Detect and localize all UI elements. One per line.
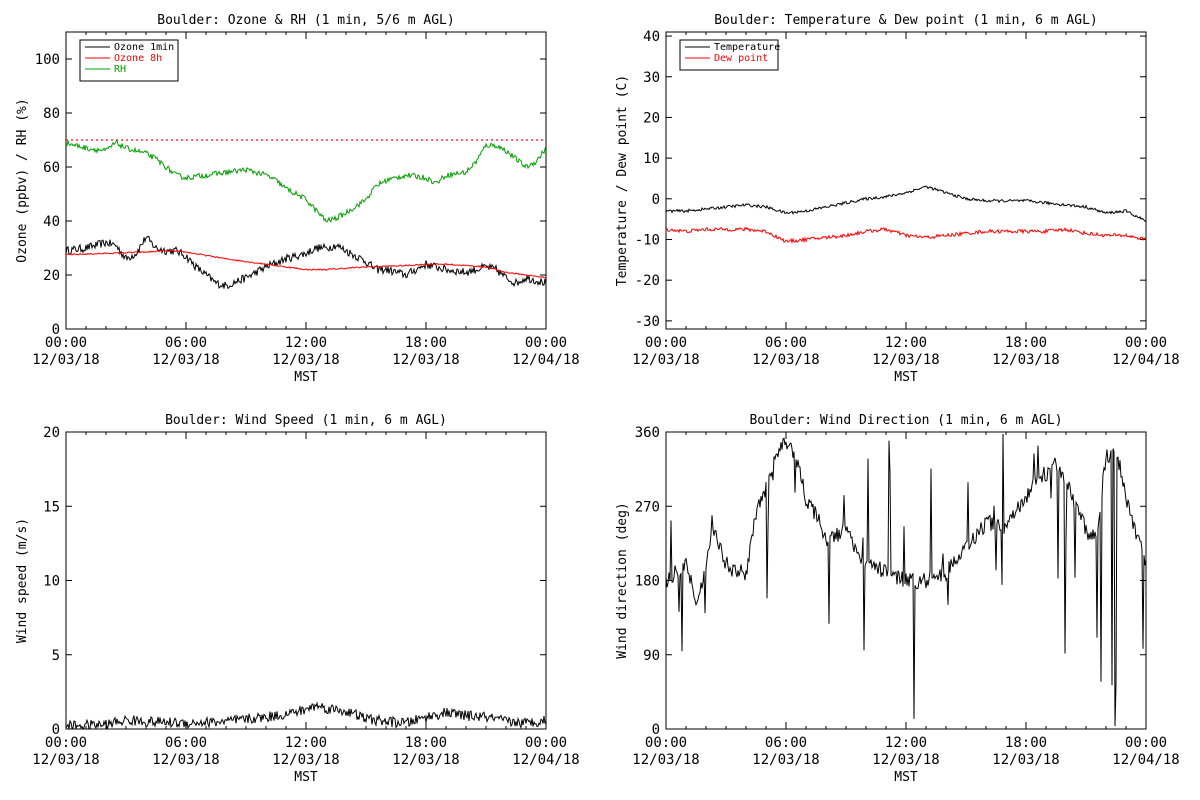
series-line-data: [666, 433, 1146, 727]
x-tick-date: 12/03/18: [872, 352, 939, 368]
y-tick-label: 0: [52, 322, 60, 338]
legend-label: Ozone 1min: [114, 42, 174, 53]
x-tick-time: 00:00: [45, 335, 87, 351]
x-tick-time: 12:00: [885, 335, 927, 351]
x-tick-time: 12:00: [885, 735, 927, 751]
series-line-ozone-1min: [66, 235, 546, 290]
y-tick-label: 20: [643, 110, 660, 126]
y-tick-label: -10: [635, 232, 660, 248]
x-axis-label: MST: [894, 370, 918, 385]
x-tick-time: 00:00: [525, 335, 567, 351]
chart-title: Boulder: Temperature & Dew point (1 min,…: [714, 13, 1098, 28]
x-axis-label: MST: [294, 370, 318, 385]
x-tick-time: 06:00: [165, 335, 207, 351]
x-tick-date: 12/03/18: [392, 352, 459, 368]
y-tick-label: -30: [635, 314, 660, 330]
chart-panel-1: Boulder: Ozone & RH (1 min, 5/6 m AGL) 0 2…: [15, 13, 580, 385]
y-tick-label: 100: [35, 52, 60, 68]
y-tick-label: 15: [43, 499, 60, 515]
y-tick-label: 0: [652, 722, 660, 738]
series-line-data: [66, 701, 546, 729]
x-tick-date: 12/03/18: [32, 352, 99, 368]
x-tick-date: 12/03/18: [872, 752, 939, 768]
plot-frame: [665, 431, 1147, 730]
x-axis-label: MST: [894, 770, 918, 785]
x-tick-date: 12/03/18: [152, 752, 219, 768]
x-tick-date: 12/04/18: [1112, 752, 1179, 768]
x-tick-time: 06:00: [765, 735, 807, 751]
x-tick-date: 12/03/18: [752, 752, 819, 768]
y-tick-label: 0: [52, 722, 60, 738]
x-tick-date: 12/03/18: [272, 352, 339, 368]
y-tick-label: 10: [643, 151, 660, 167]
x-tick-date: 12/03/18: [152, 352, 219, 368]
x-tick-time: 18:00: [405, 335, 447, 351]
x-tick-date: 12/04/18: [512, 752, 579, 768]
legend-box: [679, 39, 779, 71]
y-tick-label: 20: [43, 268, 60, 284]
y-tick-label: 10: [43, 574, 60, 590]
x-tick-date: 12/04/18: [512, 352, 579, 368]
y-tick-label: 5: [52, 648, 60, 664]
x-tick-date: 12/03/18: [992, 352, 1059, 368]
chart-title: Boulder: Wind Direction (1 min, 6 m AGL): [749, 413, 1062, 428]
chart-title: Boulder: Wind Speed (1 min, 6 m AGL): [165, 413, 447, 428]
y-tick-label: -20: [635, 273, 660, 289]
y-tick-label: 60: [43, 160, 60, 176]
x-tick-time: 06:00: [165, 735, 207, 751]
x-tick-time: 12:00: [285, 335, 327, 351]
x-tick-date: 12/04/18: [1112, 352, 1179, 368]
x-tick-date: 12/03/18: [992, 752, 1059, 768]
x-tick-date: 12/03/18: [32, 752, 99, 768]
legend-label: Temperature: [714, 42, 780, 53]
y-tick-label: 40: [43, 214, 60, 230]
x-tick-date: 12/03/18: [632, 752, 699, 768]
x-tick-time: 00:00: [525, 735, 567, 751]
series-line-dew-point: [666, 226, 1146, 245]
y-axis-label: Temperature / Dew point (C): [615, 75, 630, 286]
plot-frame: [65, 431, 547, 730]
x-tick-time: 00:00: [1125, 735, 1167, 751]
x-tick-time: 18:00: [1005, 335, 1047, 351]
y-tick-label: 30: [643, 70, 660, 86]
y-tick-label: 40: [643, 29, 660, 45]
x-tick-date: 12/03/18: [392, 752, 459, 768]
x-tick-time: 18:00: [405, 735, 447, 751]
y-tick-label: 20: [43, 425, 60, 441]
x-tick-time: 12:00: [285, 735, 327, 751]
chart-panel-3: Boulder: Wind Speed (1 min, 6 m AGL) 0 5 10…: [15, 413, 580, 785]
x-tick-time: 00:00: [645, 335, 687, 351]
x-axis-label: MST: [294, 770, 318, 785]
x-tick-time: 06:00: [765, 335, 807, 351]
chart-panel-4: Boulder: Wind Direction (1 min, 6 m AGL)…: [615, 413, 1180, 785]
x-tick-time: 00:00: [1125, 335, 1167, 351]
y-tick-label: 0: [652, 192, 660, 208]
y-tick-label: 180: [635, 574, 660, 590]
series-line-rh: [66, 139, 546, 223]
series-line-ozone-8h: [66, 249, 546, 279]
legend-label: RH: [114, 64, 126, 75]
y-axis-label: Wind speed (m/s): [15, 518, 30, 643]
y-axis-label: Ozone (ppbv) / RH (%): [15, 98, 30, 262]
chart-title: Boulder: Ozone & RH (1 min, 5/6 m AGL): [157, 13, 454, 28]
legend-label: Ozone 8h: [114, 53, 162, 64]
plot-frame: [665, 31, 1147, 330]
x-tick-date: 12/03/18: [752, 352, 819, 368]
x-tick-time: 18:00: [1005, 735, 1047, 751]
x-tick-time: 00:00: [45, 735, 87, 751]
chart-panel-2: Boulder: Temperature & Dew point (1 min,…: [615, 13, 1180, 385]
y-tick-label: 80: [43, 106, 60, 122]
y-tick-label: 270: [635, 499, 660, 515]
y-axis-label: Wind direction (deg): [615, 502, 630, 659]
x-tick-date: 12/03/18: [632, 352, 699, 368]
x-tick-date: 12/03/18: [272, 752, 339, 768]
y-tick-label: 360: [635, 425, 660, 441]
x-tick-time: 00:00: [645, 735, 687, 751]
y-tick-label: 90: [643, 648, 660, 664]
legend-label: Dew point: [714, 53, 768, 64]
series-line-temperature: [666, 185, 1146, 222]
